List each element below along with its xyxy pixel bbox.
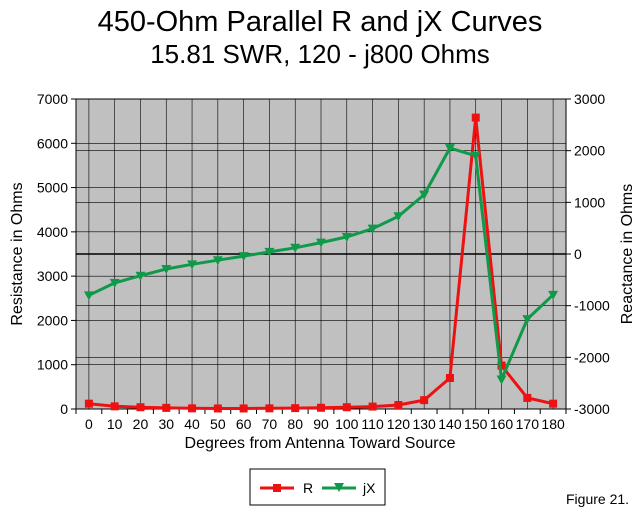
data-point-jx — [470, 151, 481, 161]
x-tick-label: 130 — [412, 416, 436, 432]
data-point-jx — [496, 375, 507, 385]
series-jx — [83, 144, 559, 385]
data-point-r — [549, 399, 558, 408]
data-point-r — [471, 113, 480, 122]
left-tick-label: 0 — [60, 401, 68, 417]
x-tick-label: 40 — [184, 416, 200, 432]
x-tick-label: 180 — [541, 416, 565, 432]
figure-caption: Figure 21. — [566, 491, 629, 507]
data-point-r — [368, 402, 377, 411]
data-point-r — [394, 401, 403, 410]
left-axis: 0 1000 2000 3000 4000 5000 6000 7000 — [37, 91, 76, 417]
x-tick-label: 0 — [85, 416, 93, 432]
right-tick-label: 2000 — [574, 143, 605, 159]
data-point-jx — [444, 144, 455, 154]
data-point-r — [136, 403, 145, 412]
right-tick-label: 1000 — [574, 194, 605, 210]
x-tick-label: 160 — [490, 416, 514, 432]
data-point-r — [213, 404, 222, 413]
left-tick-label: 2000 — [37, 312, 68, 328]
x-tick-label: 110 — [361, 416, 384, 432]
data-point-r — [445, 374, 454, 382]
data-point-jx — [135, 271, 146, 281]
right-tick-label: 3000 — [574, 91, 605, 107]
right-axis-title: Reactance in Ohms — [619, 184, 636, 325]
data-point-jx — [341, 232, 352, 242]
x-tick-label: 120 — [387, 416, 411, 432]
data-point-r — [265, 404, 274, 413]
chart-subtitle: 15.81 SWR, 120 - j800 Ohms — [150, 39, 490, 69]
x-tick-label: 60 — [236, 416, 252, 432]
x-tick-label: 150 — [464, 416, 488, 432]
data-point-jx — [187, 260, 198, 270]
data-point-jx — [393, 212, 404, 222]
legend-jx-marker — [334, 483, 344, 492]
left-tick-label: 1000 — [37, 357, 68, 373]
data-point-r — [162, 403, 171, 412]
data-point-jx — [367, 224, 378, 234]
x-tick-label: 170 — [516, 416, 540, 432]
data-point-jx — [316, 238, 326, 248]
left-tick-label: 4000 — [37, 224, 68, 240]
left-tick-label: 3000 — [37, 268, 68, 284]
data-point-r — [291, 404, 300, 413]
right-tick-label: -3000 — [574, 401, 610, 417]
data-point-r — [342, 403, 351, 412]
legend-r-marker — [273, 484, 281, 492]
x-axis: 0 10 20 30 40 50 60 70 80 90 100 110 120 130 140 150 160… — [75, 409, 567, 432]
x-axis-title: Degrees from Antenna Toward Source — [185, 435, 456, 452]
data-point-r — [497, 361, 506, 370]
data-point-r — [110, 402, 119, 411]
data-point-r — [188, 404, 197, 413]
chart-title: 450-Ohm Parallel R and jX Curves — [98, 6, 543, 38]
legend-r-label: R — [303, 480, 313, 496]
left-tick-label: 7000 — [37, 91, 68, 107]
x-tick-label: 100 — [335, 416, 359, 432]
right-axis: -3000 -2000 -1000 0 1000 2000 3000 — [566, 91, 610, 417]
data-point-jx — [212, 256, 223, 266]
right-tick-label: -2000 — [574, 349, 610, 365]
x-tick-label: 50 — [210, 416, 226, 432]
x-tick-label: 140 — [438, 416, 462, 432]
x-tick-label: 90 — [313, 416, 329, 432]
series-layer — [83, 113, 559, 413]
data-point-jx — [522, 315, 533, 325]
legend-jx-label: jX — [362, 480, 376, 496]
left-tick-label: 6000 — [37, 135, 68, 151]
x-tick-label: 70 — [262, 416, 278, 432]
data-point-r — [523, 393, 532, 402]
left-axis-title: Resistance in Ohms — [9, 182, 26, 325]
series-r — [84, 113, 558, 413]
data-point-r — [84, 399, 93, 408]
data-point-r — [239, 404, 248, 413]
data-point-jx — [109, 278, 120, 288]
legend: R jX — [249, 468, 386, 506]
data-point-r — [317, 403, 325, 412]
left-tick-label: 5000 — [37, 180, 68, 196]
x-tick-label: 80 — [287, 416, 303, 432]
x-tick-label: 30 — [158, 416, 174, 432]
data-point-jx — [83, 291, 94, 301]
data-point-jx — [264, 247, 275, 257]
data-point-r — [420, 396, 429, 405]
right-tick-label: -1000 — [574, 298, 610, 314]
x-tick-label: 10 — [107, 416, 123, 432]
right-tick-label: 0 — [574, 246, 582, 262]
data-point-jx — [548, 290, 559, 300]
x-tick-label: 20 — [133, 416, 149, 432]
data-point-jx — [290, 243, 301, 253]
data-point-jx — [238, 252, 249, 262]
data-point-jx — [161, 264, 172, 274]
data-point-jx — [419, 190, 430, 200]
